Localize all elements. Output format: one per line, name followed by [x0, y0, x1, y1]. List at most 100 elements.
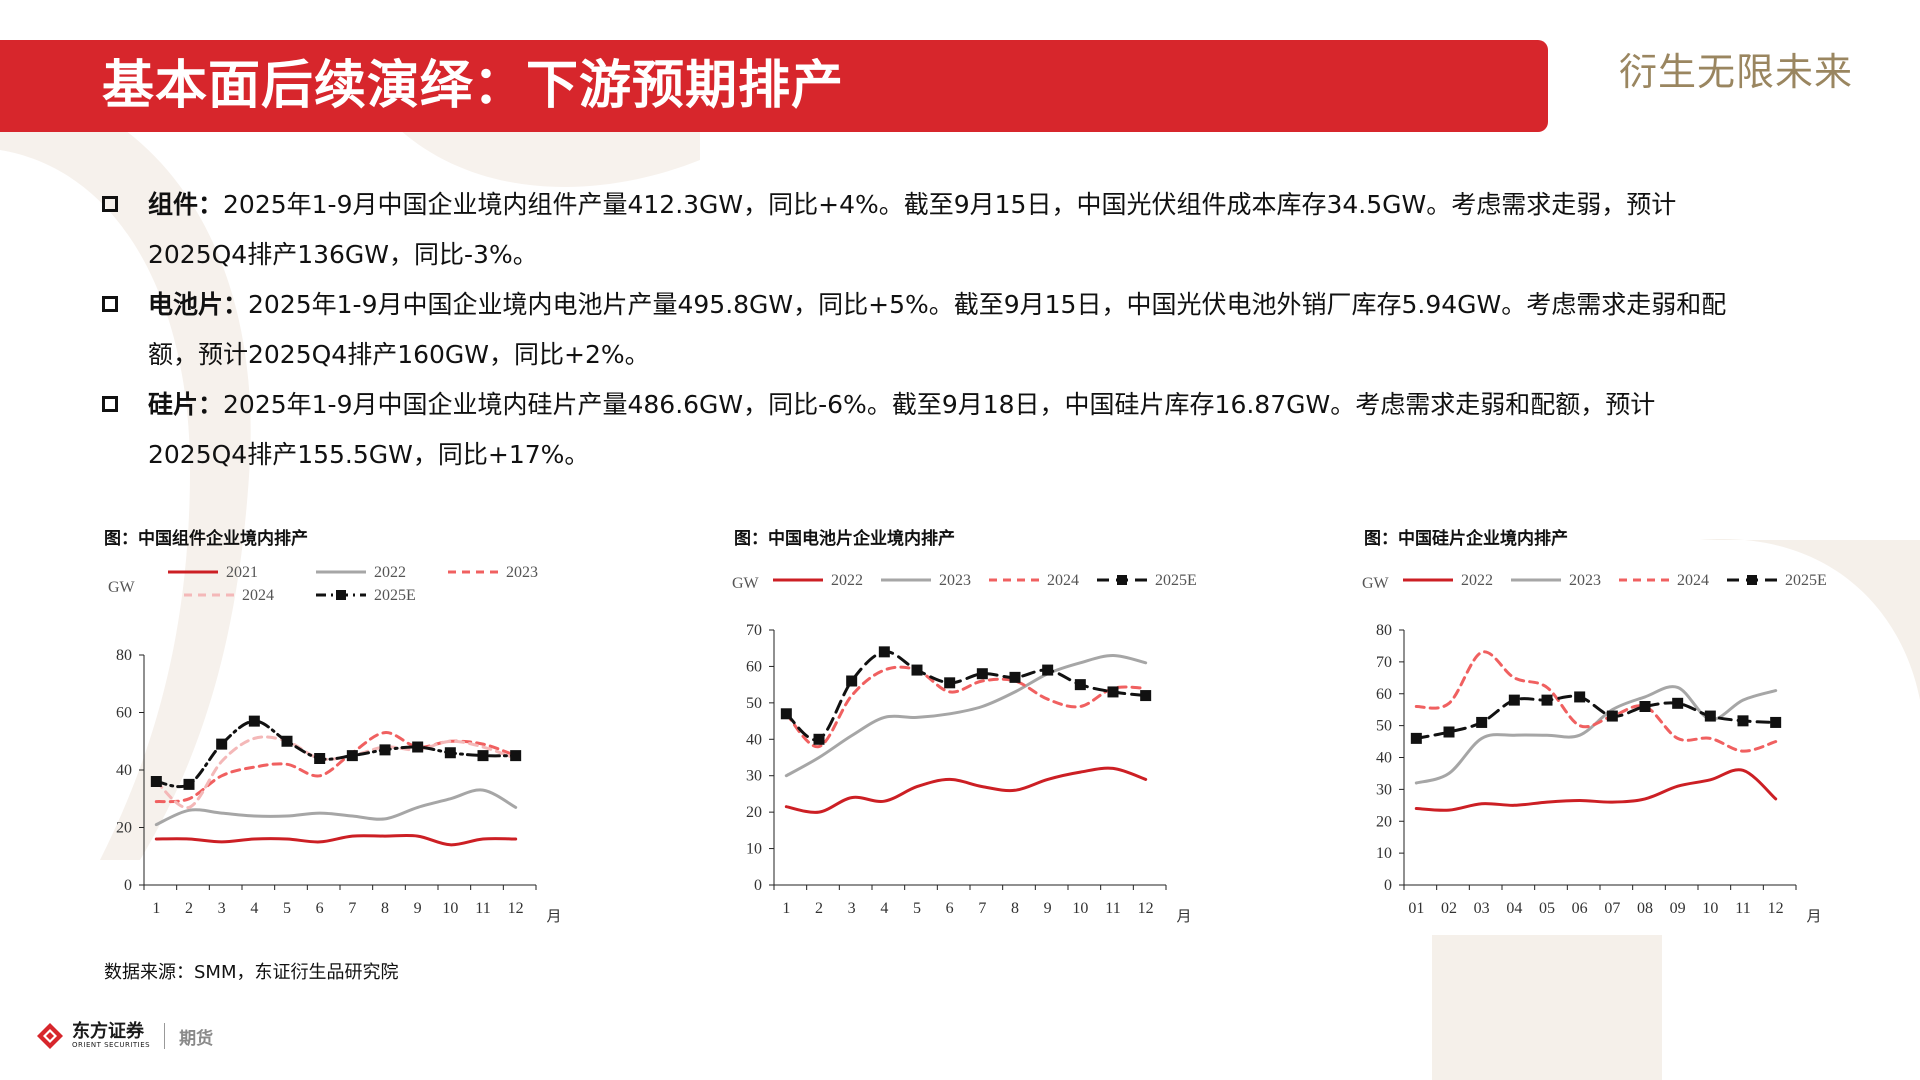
x-tick-label: 3	[218, 900, 226, 917]
bullet-text: 2025年1-9月中国企业境内电池片产量495.8GW，同比+5%。截至9月15…	[248, 290, 1727, 319]
data-point-2025E	[846, 675, 858, 687]
legend-label: 2024	[1047, 572, 1079, 589]
x-tick-label: 7	[348, 900, 356, 917]
logo-division: 期货	[179, 1028, 214, 1049]
series-line-2022	[154, 788, 518, 827]
legend-item: 2023	[1511, 572, 1601, 589]
x-tick-label: 2	[185, 900, 193, 917]
legend-label: 2022	[1461, 572, 1493, 589]
x-tick-label: 4	[880, 900, 888, 917]
company-logo: 东方证券 ORIENT SECURITIES 期货	[36, 1020, 213, 1052]
y-tick-label: 30	[1376, 781, 1392, 798]
y-tick-label: 70	[1376, 654, 1392, 671]
data-point-2025E	[1410, 732, 1422, 744]
data-point-2025E	[878, 646, 890, 658]
data-point-2025E	[976, 668, 988, 680]
bullet-cells: 电池片：2025年1-9月中国企业境内电池片产量495.8GW，同比+5%。截至…	[102, 280, 1802, 380]
series-line-2025E	[784, 650, 1148, 742]
chart-caption-wafers: 图：中国硅片企业境内排产	[1364, 529, 1568, 549]
x-tick-label: 8	[381, 900, 389, 917]
legend-item: 2023	[448, 564, 538, 581]
data-point-2025E	[944, 677, 956, 689]
x-tick-label: 05	[1539, 900, 1555, 917]
x-tick-label: 04	[1506, 900, 1522, 917]
series-line-2022	[784, 766, 1148, 814]
y-tick-label: 0	[754, 877, 762, 894]
series-line-2022	[1414, 768, 1778, 812]
data-point-2025E	[1508, 694, 1520, 706]
x-tick-label: 07	[1604, 900, 1620, 917]
series-line-2023	[784, 653, 1148, 778]
source-note: 数据来源：SMM，东证衍生品研究院	[104, 962, 399, 983]
legend-marker	[1747, 575, 1757, 585]
series-line-2024	[1414, 650, 1778, 753]
x-tick-label: 1	[152, 900, 160, 917]
bullet-modules: 组件：2025年1-9月中国企业境内组件产量412.3GW，同比+4%。截至9月…	[102, 180, 1802, 280]
legend-marker	[1117, 575, 1127, 585]
data-point-2025E	[1606, 710, 1618, 722]
series-line-2024	[784, 665, 1148, 749]
x-tick-label: 10	[1072, 900, 1088, 917]
data-point-2025E	[412, 741, 424, 753]
data-point-2025E	[510, 750, 522, 762]
series-line-2023	[154, 731, 518, 804]
legend-item: 2022	[316, 564, 406, 581]
x-tick-label: 4	[250, 900, 258, 917]
y-tick-label: 50	[746, 695, 762, 712]
legend-item: 2025E	[1097, 572, 1197, 589]
data-point-2025E	[1443, 726, 1455, 738]
chart-caption-modules: 图：中国组件企业境内排产	[104, 529, 308, 549]
legend-label: 2025E	[1785, 572, 1827, 589]
x-tick-label: 09	[1670, 900, 1686, 917]
legend-item: 2022	[773, 572, 863, 589]
page-title: 基本面后续演绎：下游预期排产	[102, 56, 845, 116]
x-tick-label: 11	[1105, 900, 1120, 917]
data-point-2025E	[444, 747, 456, 759]
legend-label: 2022	[374, 564, 406, 581]
x-tick-label: 12	[508, 900, 524, 917]
logo-name-en: ORIENT SECURITIES	[72, 1041, 151, 1049]
legend-label: 2022	[831, 572, 863, 589]
data-point-2025E	[1140, 690, 1152, 702]
data-point-2025E	[379, 744, 391, 756]
title-banner: 基本面后续演绎：下游预期排产	[0, 40, 1548, 132]
data-point-2025E	[1476, 716, 1488, 728]
legend-label: 2021	[226, 564, 258, 581]
data-point-2025E	[1672, 697, 1684, 709]
legend-label: 2025E	[1155, 572, 1197, 589]
data-point-2025E	[813, 733, 825, 745]
x-tick-label: 6	[946, 900, 954, 917]
data-point-2025E	[1704, 710, 1716, 722]
data-point-2025E	[1737, 715, 1749, 727]
y-axis-label: GW	[1362, 575, 1390, 592]
y-tick-label: 50	[1376, 718, 1392, 735]
x-unit-label: 月	[546, 909, 561, 925]
data-point-2025E	[911, 664, 923, 676]
x-unit-label: 月	[1806, 909, 1821, 925]
x-tick-label: 12	[1768, 900, 1784, 917]
data-point-2025E	[477, 750, 489, 762]
x-tick-label: 02	[1441, 900, 1457, 917]
x-tick-label: 11	[1735, 900, 1750, 917]
bullet-text-continued: 2025Q4排产155.5GW，同比+17%。	[148, 440, 590, 469]
y-tick-label: 0	[124, 877, 132, 894]
y-tick-label: 40	[116, 762, 132, 779]
legend-label: 2023	[506, 564, 538, 581]
x-tick-label: 5	[283, 900, 291, 917]
bullet-label: 电池片：	[148, 290, 249, 319]
data-point-2025E	[1541, 694, 1553, 706]
x-tick-label: 8	[1011, 900, 1019, 917]
data-point-2025E	[314, 753, 326, 764]
y-tick-label: 70	[746, 622, 762, 639]
x-tick-label: 08	[1637, 900, 1653, 917]
legend-item: 2025E	[1727, 572, 1827, 589]
checkbox-square-icon	[102, 196, 118, 212]
bullet-text-continued: 2025Q4排产136GW，同比-3%。	[148, 240, 538, 269]
y-tick-label: 60	[116, 705, 132, 722]
x-tick-label: 3	[848, 900, 856, 917]
data-point-2025E	[780, 708, 792, 720]
x-tick-label: 1	[782, 900, 790, 917]
legend-item: 2025E	[316, 587, 416, 604]
